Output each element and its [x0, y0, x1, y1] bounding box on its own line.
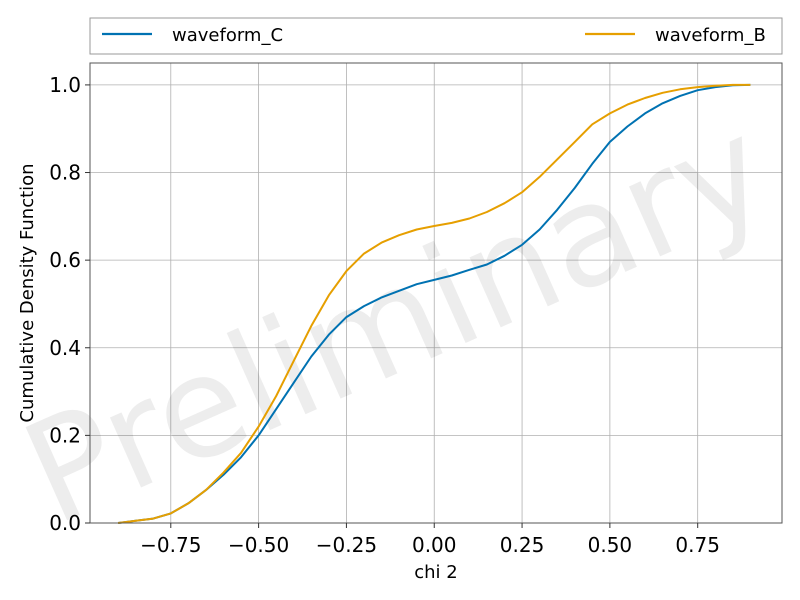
legend: waveform_C waveform_B	[89, 17, 783, 55]
x-tick-label: −0.50	[228, 533, 289, 557]
x-tick-label: 0.25	[500, 533, 545, 557]
x-tick-label: 0.75	[675, 533, 720, 557]
plot-frame	[89, 62, 783, 524]
y-tick-label: 0.4	[49, 336, 81, 360]
y-axis: 0.0 0.2 0.4 0.6 0.8 1.0	[49, 73, 90, 535]
legend-label-waveform-c: waveform_C	[172, 25, 283, 46]
x-tick-label: −0.75	[140, 533, 201, 557]
legend-frame	[89, 17, 783, 55]
y-tick-label: 1.0	[49, 73, 81, 97]
y-axis-label: Cumulative Density Function	[17, 163, 38, 422]
waveform-c-line	[117, 83, 751, 524]
legend-label-waveform-b: waveform_B	[655, 25, 766, 46]
x-axis: −0.75 −0.50 −0.25 0.00 0.25 0.50 0.75	[140, 523, 720, 557]
y-tick-label: 0.6	[49, 248, 81, 272]
waveform-b-line	[117, 83, 751, 524]
y-tick-label: 0.2	[49, 423, 81, 447]
watermark-text: Preliminary	[2, 87, 791, 557]
x-tick-label: 0.00	[412, 533, 457, 557]
y-tick-label: 0.8	[49, 161, 81, 185]
y-tick-label: 0.0	[49, 511, 81, 535]
grid	[90, 63, 782, 524]
x-axis-label: chi 2	[414, 562, 457, 583]
x-tick-label: 0.50	[588, 533, 633, 557]
series-lines	[117, 83, 751, 524]
x-tick-label: −0.25	[316, 533, 377, 557]
